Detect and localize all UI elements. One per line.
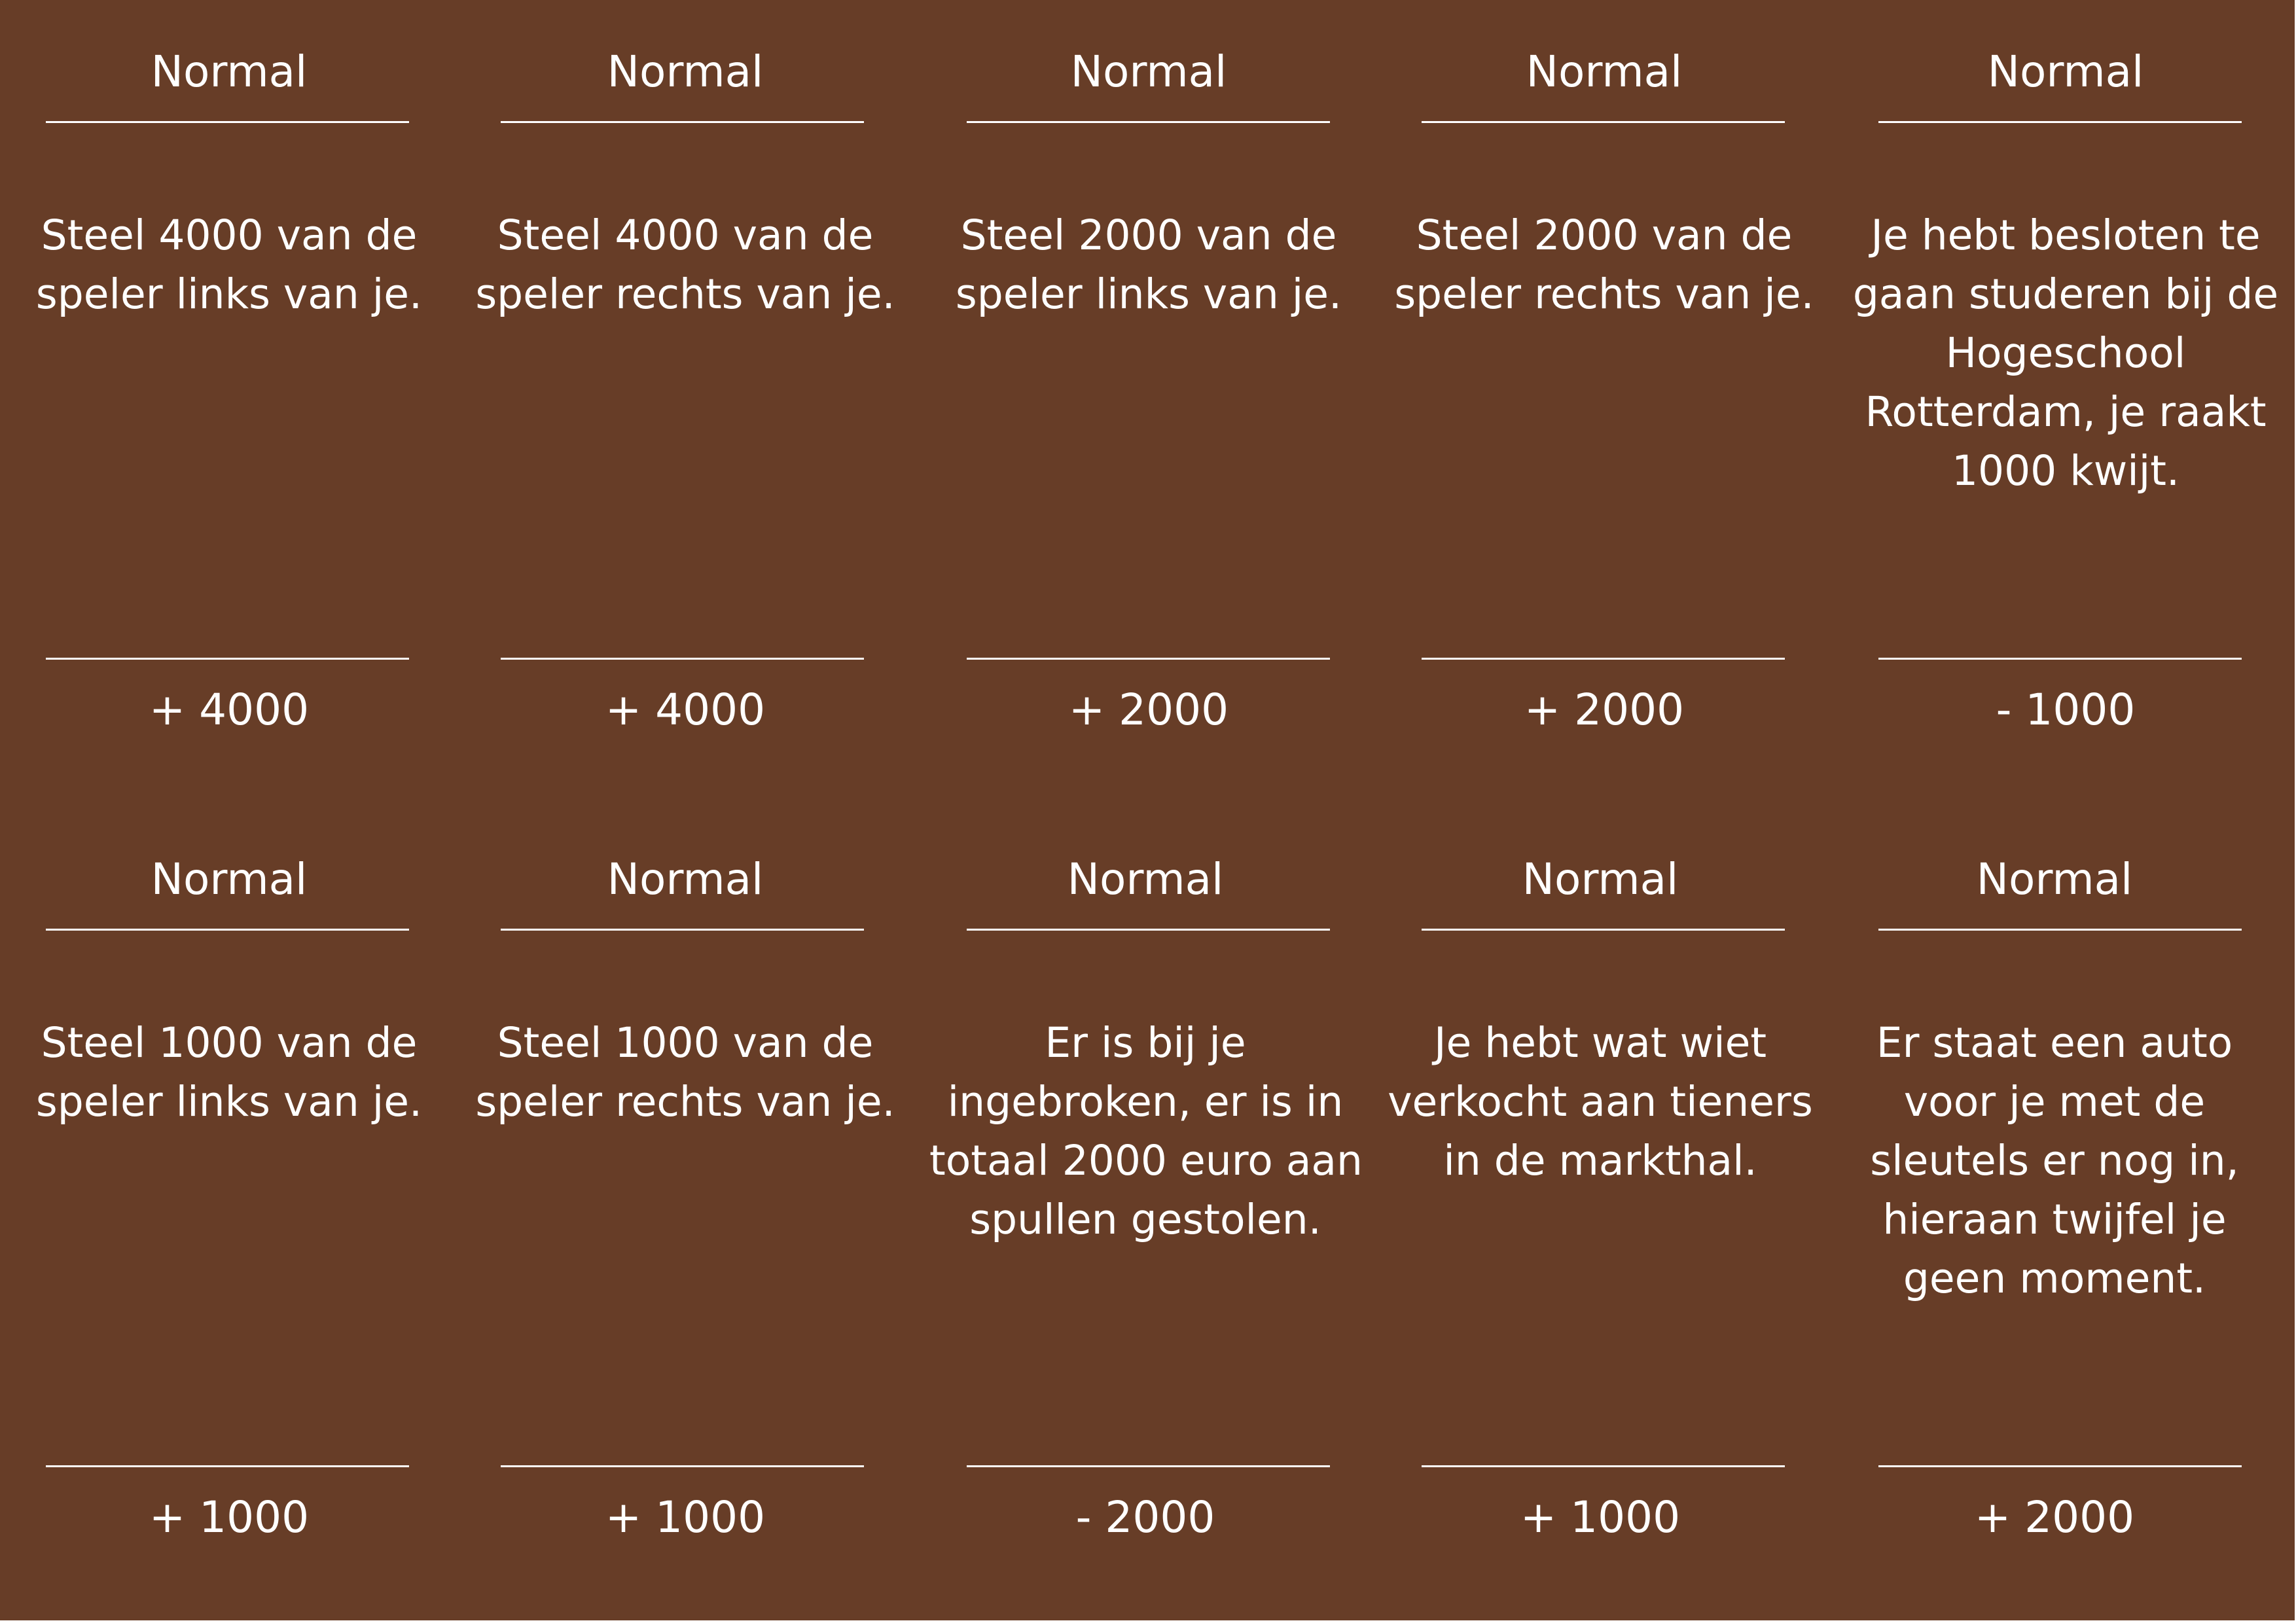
card-description-line: totaal 2000 euro aan bbox=[929, 1137, 1363, 1185]
card-description-line: Er is bij je bbox=[1045, 1019, 1246, 1067]
card-description-line: 1000 kwijt. bbox=[1951, 447, 2180, 495]
card-divider bbox=[967, 121, 1330, 123]
card-description-line: speler rechts van je. bbox=[1394, 270, 1814, 318]
card-description: Je hebt wat wiet verkocht aan tieners in… bbox=[1384, 1014, 1816, 1190]
card-divider bbox=[1422, 929, 1785, 931]
card-description: Er is bij je ingebroken, er is in totaal… bbox=[929, 1014, 1363, 1249]
card-amount: + 1000 bbox=[149, 1492, 310, 1543]
card-description: Steel 1000 van de speler links van je. bbox=[13, 1014, 445, 1132]
card-amount: + 2000 bbox=[1068, 685, 1229, 735]
card-amount: - 1000 bbox=[1996, 685, 2136, 735]
card-description-line: hieraan twijfel je bbox=[1882, 1196, 2227, 1243]
card-description: Steel 2000 van de speler links van je. bbox=[933, 206, 1365, 324]
card-description-line: spullen gestolen. bbox=[969, 1196, 1321, 1243]
card-description-line: speler links van je. bbox=[35, 270, 423, 318]
card-divider bbox=[501, 1465, 864, 1467]
card-divider bbox=[46, 1465, 409, 1467]
card-amount: - 2000 bbox=[1075, 1492, 1215, 1543]
card: Normal Steel 1000 van de speler rechts v… bbox=[456, 808, 914, 1619]
card-amount: + 4000 bbox=[605, 685, 766, 735]
card: Normal Steel 2000 van de speler links va… bbox=[920, 0, 1378, 808]
card: Normal Steel 4000 van de speler links va… bbox=[0, 0, 458, 808]
card: Normal Er staat een auto voor je met de … bbox=[1825, 808, 2284, 1619]
card-divider bbox=[1422, 121, 1785, 123]
card-type-label: Normal bbox=[1987, 46, 2144, 97]
card-amount: + 2000 bbox=[1524, 685, 1685, 735]
card-type-label: Normal bbox=[151, 46, 308, 97]
card-divider bbox=[1878, 929, 2242, 931]
card-description-line: Rotterdam, je raakt bbox=[1865, 388, 2267, 436]
card-description-line: Je hebt besloten te bbox=[1871, 211, 2261, 259]
card-description: Er staat een auto voor je met de sleutel… bbox=[1839, 1014, 2270, 1308]
card-description-line: Steel 4000 van de bbox=[41, 211, 418, 259]
card-type-label: Normal bbox=[1976, 854, 2133, 904]
card-description-line: Steel 2000 van de bbox=[960, 211, 1337, 259]
card-description-line: speler links van je. bbox=[955, 270, 1342, 318]
card: Normal Steel 4000 van de speler rechts v… bbox=[456, 0, 914, 808]
card-divider bbox=[501, 121, 864, 123]
card-description-line: ingebroken, er is in bbox=[947, 1078, 1344, 1126]
card-description-line: Steel 1000 van de bbox=[497, 1019, 874, 1067]
card-description-line: verkocht aan tieners bbox=[1388, 1078, 1813, 1126]
card-description-line: Steel 1000 van de bbox=[41, 1019, 418, 1067]
card-description: Steel 1000 van de speler rechts van je. bbox=[469, 1014, 901, 1132]
card-description-line: speler links van je. bbox=[35, 1078, 423, 1126]
card-description: Steel 2000 van de speler rechts van je. bbox=[1388, 206, 1820, 324]
card-description-line: sleutels er nog in, bbox=[1870, 1137, 2239, 1185]
card-description-line: in de markthal. bbox=[1443, 1137, 1757, 1185]
card-divider bbox=[46, 658, 409, 660]
card-description-line: voor je met de bbox=[1903, 1078, 2206, 1126]
card-divider bbox=[501, 658, 864, 660]
card-type-label: Normal bbox=[1067, 854, 1224, 904]
card-divider bbox=[967, 1465, 1330, 1467]
card-amount: + 1000 bbox=[605, 1492, 766, 1543]
card-description-line: Steel 2000 van de bbox=[1416, 211, 1793, 259]
card: Normal Steel 2000 van de speler rechts v… bbox=[1375, 0, 1833, 808]
card-type-label: Normal bbox=[607, 854, 764, 904]
card-description: Steel 4000 van de speler rechts van je. bbox=[469, 206, 901, 324]
card-divider bbox=[967, 658, 1330, 660]
card-description-line: speler rechts van je. bbox=[475, 270, 895, 318]
card-description-line: geen moment. bbox=[1903, 1255, 2206, 1302]
card-amount: + 1000 bbox=[1520, 1492, 1681, 1543]
card-description-line: Je hebt wat wiet bbox=[1433, 1019, 1767, 1067]
card-description-line: Steel 4000 van de bbox=[497, 211, 874, 259]
card: Normal Er is bij je ingebroken, er is in… bbox=[916, 808, 1374, 1619]
card-description-line: Hogeschool bbox=[1945, 329, 2186, 377]
card-type-label: Normal bbox=[1526, 46, 1683, 97]
card-description: Je hebt besloten te gaan studeren bij de… bbox=[1850, 206, 2282, 501]
card-amount: + 2000 bbox=[1974, 1492, 2135, 1543]
card-divider bbox=[1878, 658, 2242, 660]
card-type-label: Normal bbox=[151, 854, 308, 904]
card-divider bbox=[46, 121, 409, 123]
card-type-label: Normal bbox=[1522, 854, 1679, 904]
card-description-line: gaan studeren bij de bbox=[1852, 270, 2279, 318]
card-type-label: Normal bbox=[607, 46, 764, 97]
card: Normal Je hebt besloten te gaan studeren… bbox=[1837, 0, 2295, 808]
card: Normal Steel 1000 van de speler links va… bbox=[0, 808, 458, 1619]
card-divider bbox=[1422, 1465, 1785, 1467]
card-divider bbox=[1422, 658, 1785, 660]
card: Normal Je hebt wat wiet verkocht aan tie… bbox=[1371, 808, 1829, 1619]
card-type-label: Normal bbox=[1070, 46, 1227, 97]
card-amount: + 4000 bbox=[149, 685, 310, 735]
card-description: Steel 4000 van de speler links van je. bbox=[13, 206, 445, 324]
card-divider bbox=[1878, 1465, 2242, 1467]
card-divider bbox=[1878, 121, 2242, 123]
card-description-line: Er staat een auto bbox=[1876, 1019, 2233, 1067]
card-divider bbox=[501, 929, 864, 931]
card-description-line: speler rechts van je. bbox=[475, 1078, 895, 1126]
card-divider bbox=[46, 929, 409, 931]
card-divider bbox=[967, 929, 1330, 931]
